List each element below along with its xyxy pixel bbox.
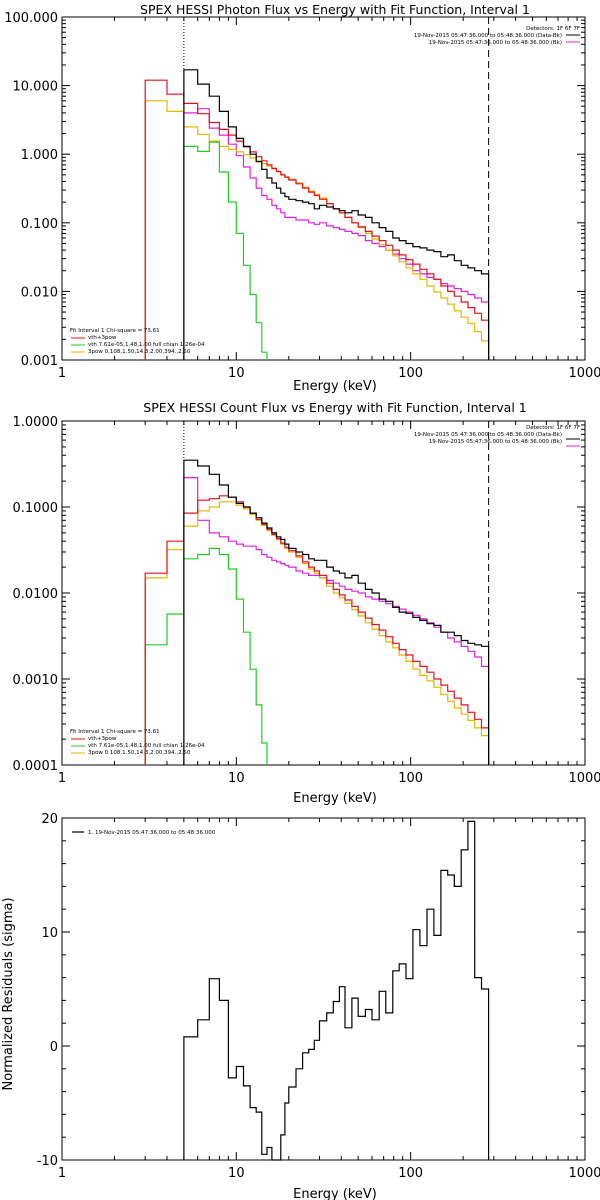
y-tick-label: 0.0100 [13,587,59,602]
panel-photon-flux: SPEX HESSI Photon Flux vs Energy with Fi… [4,2,600,394]
y-tick-label: 0.010 [21,285,58,300]
y-axis-label-3: Normalized Residuals (sigma) [1,897,16,1090]
residual-legend-label: 1. 19-Nov-2015 05:47:36.000 to 05:48:36.… [88,830,216,836]
y-tick-label: 0.001 [21,354,58,369]
header-line-bk-1: 19-Nov-2015 05:47:36.000 to 05:48:36.000… [429,40,562,46]
axes-frame [61,16,586,361]
header-line-bk-2: 19-Nov-2015 05:47:36.000 to 05:48:36.000… [429,439,562,445]
header-line-data-1: 19-Nov-2015 05:47:36.000 to 05:48:36.000… [414,33,562,39]
x-axis-label-3: Energy (keV) [293,1187,377,1200]
axes-frame [61,420,586,766]
header-line-data-2: 19-Nov-2015 05:47:36.000 to 05:48:36.000… [414,432,562,438]
panel-residuals: 1 10 100 1000 -10 0 10 20 Energy (keV) Normaliz… [1,812,600,1200]
x-tick-label: 100 [398,771,423,786]
x-axis-label-1: Energy (keV) [293,379,377,394]
y-tick-label: 10.000 [13,80,59,95]
fit-legend-3pow-1: 3pow 0.108,1.50,14.3,2.00,394.,2.50 [88,349,191,355]
fit-legend-title-1: Fit Interval 1 Chi-square = 73.61 [70,328,160,334]
series-bk [183,108,490,360]
series-3pow [144,100,490,360]
fit-legend-3pow-2: 3pow 0.108,1.50,14.3,2.00,394.,2.50 [88,750,191,756]
plot-area-3: 1 10 100 1000 -10 0 10 20 [37,812,600,1181]
y-tick-label: 20 [41,812,58,827]
y-tick-label: 0.100 [21,217,58,232]
axes-frame [61,817,586,1161]
series-vth [183,141,268,360]
y-tick-label: 0.0010 [13,673,59,688]
y-tick-label: 0.0001 [13,759,59,774]
y-tick-label: 0 [50,1040,58,1055]
fit-legend-vthpow-2: vth+3pow [88,736,117,742]
x-tick-label: 1000 [568,1166,600,1181]
detectors-label-1: Detectors: 1F 6F 7F [526,26,580,32]
x-tick-label: 10 [228,366,245,381]
x-tick-label: 10 [228,771,245,786]
x-tick-label: 1 [58,1166,66,1181]
x-tick-label: 1 [58,771,66,786]
plot-area-1: 1 10 100 1000 0.001 0.010 0.100 1.000 10.000 100.… [4,11,600,381]
panel-count-flux: SPEX HESSI Count Flux vs Energy with Fit… [13,400,600,806]
y-tick-label: 1.000 [21,148,58,163]
series-bk [183,477,490,765]
x-tick-label: 100 [398,1166,423,1181]
y-tick-label: 1.0000 [13,415,59,430]
chart-title-2: SPEX HESSI Count Flux vs Energy with Fit… [143,400,526,415]
detectors-label-2: Detectors: 1F 6F 7F [526,425,580,431]
fit-legend-vth-1: vth 7.61e-05,1.48,1.00 full chian 1.26e-… [88,342,205,348]
x-tick-label: 1000 [568,771,600,786]
y-tick-label: 100.000 [4,11,58,26]
x-tick-label: 10 [228,1166,245,1181]
fit-legend-vthpow-1: vth+3pow [88,335,117,341]
x-tick-label: 1000 [568,366,600,381]
series-data-bk [183,459,490,765]
series-vth [144,547,268,765]
fit-legend-vth-2: vth 7.61e-05,1.48,1.00 full chian 1.26e-… [88,743,205,749]
series-data-bk [183,69,490,360]
y-tick-label: 10 [41,926,58,941]
series-1-19-nov-2015-05-47-36-000-to-05-48-36-000 [183,820,490,1161]
x-tick-label: 1 [58,366,66,381]
y-tick-label: 0.1000 [13,501,59,516]
x-tick-label: 100 [398,366,423,381]
chart-title-1: SPEX HESSI Photon Flux vs Energy with Fi… [140,2,530,17]
x-axis-label-2: Energy (keV) [293,791,377,806]
series-3pow [144,501,490,765]
fit-legend-title-2: Fit Interval 1 Chi-square = 73.61 [70,729,160,735]
series-vth-3pow [144,495,490,765]
series-vth-3pow [144,79,490,360]
plot-area-2: 1 10 100 1000 0.0001 0.0010 0.0100 0.1000 1.0000 [13,415,600,786]
y-tick-label: -10 [37,1154,58,1169]
